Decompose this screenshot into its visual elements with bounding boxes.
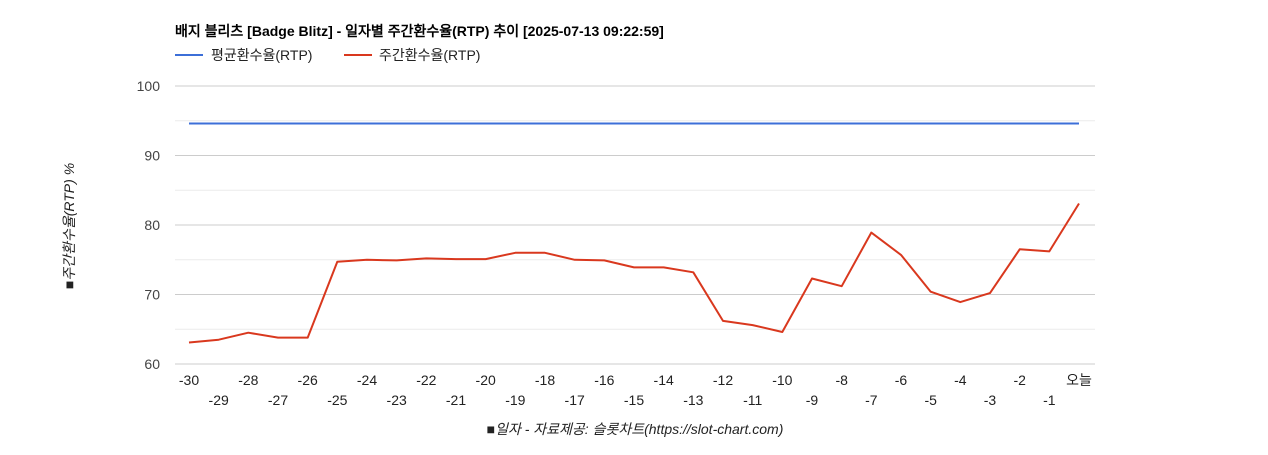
x-tick-label: 오늘	[1066, 372, 1092, 388]
legend: 평균환수율(RTP) 주간환수율(RTP)	[175, 47, 480, 63]
x-tick-label: -6	[895, 372, 908, 388]
y-tick-label: 90	[144, 148, 160, 164]
x-tick-label: -23	[387, 392, 407, 408]
x-tick-label: -26	[298, 372, 318, 388]
x-tick-label: -14	[654, 372, 674, 388]
legend-label-weekly: 주간환수율(RTP)	[379, 47, 480, 63]
x-tick-label: -9	[806, 392, 819, 408]
x-tick-label: -18	[535, 372, 555, 388]
x-tick-label: -15	[624, 392, 644, 408]
x-tick-label: -27	[268, 392, 288, 408]
x-tick-label: -17	[565, 392, 585, 408]
x-tick-label: -8	[835, 372, 848, 388]
x-tick-label: -11	[743, 392, 762, 408]
x-tick-label: -13	[683, 392, 703, 408]
x-tick-label: -22	[416, 372, 436, 388]
x-tick-label: -5	[924, 392, 937, 408]
y-axis-ticks: 60 70 80 90 100	[137, 78, 161, 372]
x-tick-label: -19	[505, 392, 525, 408]
y-axis-title: ■주간환수율(RTP) %	[61, 163, 77, 289]
series	[188, 122, 1080, 344]
x-tick-label: -2	[1013, 372, 1026, 388]
x-tick-label: -29	[209, 392, 229, 408]
x-tick-label: -24	[357, 372, 377, 388]
x-tick-label: -21	[446, 392, 466, 408]
x-tick-label: -20	[476, 372, 496, 388]
x-tick-label: -1	[1043, 392, 1056, 408]
x-tick-label: -4	[954, 372, 967, 388]
y-tick-label: 70	[144, 287, 160, 303]
gridlines	[175, 85, 1095, 365]
x-tick-label: -12	[713, 372, 733, 388]
series-line-weekly-rtp	[188, 202, 1080, 344]
x-tick-label: -30	[179, 372, 199, 388]
x-tick-label: -16	[594, 372, 614, 388]
y-tick-label: 100	[137, 78, 161, 94]
y-tick-label: 60	[144, 356, 160, 372]
legend-label-average: 평균환수율(RTP)	[211, 47, 312, 63]
x-tick-label: -10	[772, 372, 792, 388]
x-axis-title: ■일자 - 자료제공: 슬롯차트(https://slot-chart.com)	[487, 421, 784, 437]
x-tick-label: -28	[238, 372, 258, 388]
chart-title: 배지 블리츠 [Badge Blitz] - 일자별 주간환수율(RTP) 추이…	[175, 23, 664, 39]
x-tick-label: -25	[327, 392, 347, 408]
x-tick-label: -7	[865, 392, 878, 408]
x-axis-ticks: -30-29-28-27-26-25-24-23-22-21-20-19-18-…	[179, 372, 1092, 408]
y-tick-label: 80	[144, 217, 160, 233]
x-tick-label: -3	[984, 392, 997, 408]
